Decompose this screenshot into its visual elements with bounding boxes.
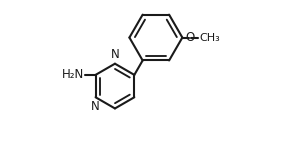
Text: N: N (111, 48, 120, 61)
Text: H₂N: H₂N (62, 68, 84, 81)
Text: N: N (90, 100, 99, 113)
Text: CH₃: CH₃ (199, 32, 220, 43)
Text: O: O (185, 31, 195, 44)
